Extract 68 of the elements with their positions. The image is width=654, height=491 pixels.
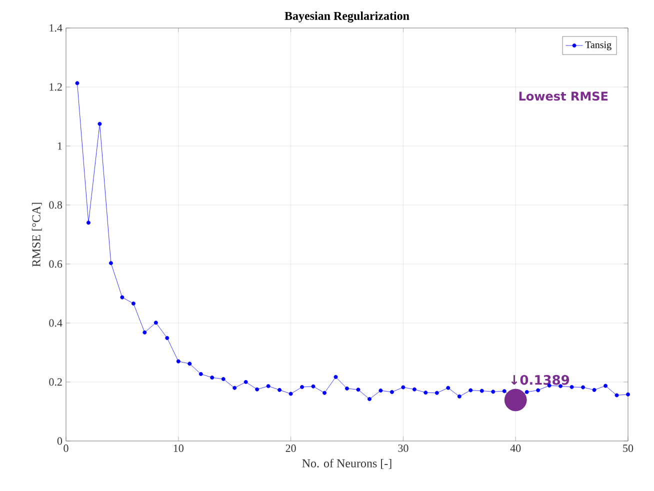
point — [412, 387, 416, 392]
legend-label: Tansig — [585, 41, 612, 50]
point — [278, 388, 282, 392]
point — [581, 385, 586, 390]
point — [345, 386, 349, 390]
point — [434, 390, 439, 395]
point — [390, 390, 394, 394]
annotation: ↓0.1389 — [511, 374, 570, 385]
chart-title: Bayesian Regularization — [284, 11, 410, 22]
point — [592, 388, 596, 392]
x-tick-label: 40 — [510, 444, 521, 452]
point — [165, 336, 170, 340]
point — [367, 397, 372, 402]
point — [142, 330, 147, 334]
point — [626, 392, 630, 396]
y-tick-label: 0.4 — [49, 319, 62, 327]
point — [311, 384, 316, 388]
x-tick-label: 0 — [64, 444, 68, 452]
point — [480, 388, 484, 393]
point — [401, 385, 406, 390]
point — [491, 390, 496, 394]
x-tick-label: 20 — [286, 444, 296, 452]
point — [334, 374, 338, 379]
point — [108, 261, 113, 266]
point — [188, 362, 192, 366]
point — [266, 384, 270, 388]
point — [502, 389, 506, 394]
point — [255, 387, 260, 392]
point — [504, 388, 527, 412]
point — [570, 385, 574, 390]
x-axis-title: No. of Neurons [-] — [302, 458, 392, 469]
point — [378, 388, 383, 393]
point — [244, 380, 248, 384]
y-tick-label: 0.8 — [49, 201, 62, 209]
annotation: Lowest RMSE — [519, 92, 608, 101]
point — [356, 388, 360, 392]
point — [75, 81, 80, 86]
y-axis-title: RMSE [°CA] — [32, 202, 42, 267]
point — [98, 122, 102, 126]
point — [86, 220, 90, 225]
x-tick-label: 50 — [623, 444, 634, 452]
y-tick-label: 0.2 — [49, 378, 62, 386]
y-tick-label: 1.2 — [50, 83, 62, 91]
y-tick-label: 0 — [57, 437, 62, 445]
point — [221, 377, 226, 382]
point — [524, 390, 529, 394]
point — [198, 372, 203, 376]
x-tick-label: 30 — [398, 444, 408, 452]
point — [300, 385, 304, 390]
point — [176, 359, 180, 364]
point — [468, 388, 473, 392]
x-tick-label: 10 — [174, 444, 184, 452]
point — [232, 386, 237, 390]
point — [424, 390, 428, 395]
point — [536, 388, 540, 392]
point — [120, 295, 124, 300]
point — [322, 390, 327, 395]
point — [457, 394, 462, 398]
point — [131, 302, 136, 306]
y-tick-label: 0.6 — [49, 260, 62, 268]
y-tick-label: 1 — [58, 142, 62, 150]
point — [604, 384, 608, 388]
y-tick-label: 1.4 — [50, 24, 62, 32]
point — [288, 392, 293, 396]
point — [614, 393, 619, 398]
point — [210, 376, 214, 380]
point — [154, 320, 158, 325]
point — [446, 386, 450, 390]
